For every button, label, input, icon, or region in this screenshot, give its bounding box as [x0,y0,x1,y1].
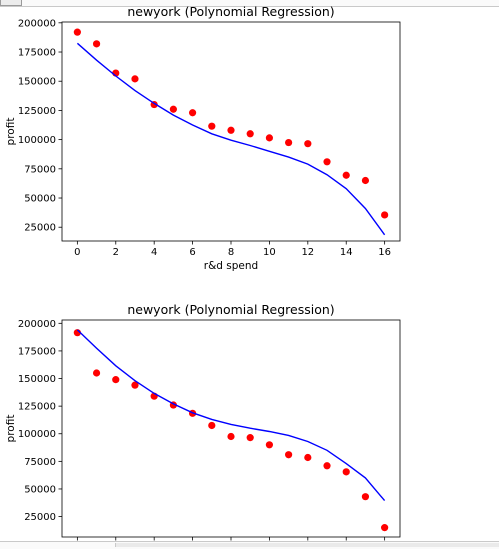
x-tick-label: 2 [113,247,119,258]
y-tick-label: 25000 [24,512,56,523]
data-point [323,158,331,166]
y-tick-label: 150000 [18,77,56,88]
data-point [323,462,331,470]
y-tick-label: 100000 [18,429,56,440]
data-point [381,211,389,219]
y-tick-label: 75000 [24,457,56,468]
y-tick-label: 125000 [18,402,56,413]
data-point [285,138,293,147]
data-point [208,122,216,130]
y-tick-label: 150000 [18,374,56,385]
data-point [131,381,139,389]
y-tick-label: 75000 [24,164,56,175]
y-tick-label: 175000 [18,48,56,59]
data-point [73,28,81,36]
data-point [304,453,312,462]
chart-title: newyork (Polynomial Regression) [127,302,334,317]
x-axis-label: r&d spend [204,260,258,272]
x-tick-label: 10 [263,247,276,258]
y-tick-label: 25000 [24,223,56,234]
data-point [131,75,139,83]
data-point [381,524,389,532]
regression-line [76,329,386,502]
bottom-scroll-handle[interactable] [115,543,499,547]
data-point [112,376,120,384]
data-point [208,421,216,430]
data-point [285,451,293,459]
y-tick-label: 200000 [18,319,56,330]
data-point [304,140,312,148]
x-tick-label: 6 [189,247,195,258]
data-point [92,40,101,48]
regression-line [76,42,386,236]
x-tick-label: 8 [228,247,234,258]
y-axis-label: profit [5,118,17,146]
data-point [361,176,370,185]
y-tick-label: 125000 [18,106,56,117]
x-tick-label: 12 [301,247,314,258]
x-tick-label: 16 [378,247,391,258]
data-point [227,126,235,134]
data-point [361,493,370,501]
bottom-scroll-bar [0,541,499,549]
data-point [265,441,274,449]
data-point [342,171,350,179]
x-tick-label: 4 [151,247,157,258]
y-tick-label: 50000 [24,194,56,205]
chart-title: newyork (Polynomial Regression) [127,4,334,19]
data-point [227,432,235,441]
plot-frame [61,319,401,538]
data-point [246,434,254,442]
chart-top: newyork (Polynomial Regression) 25000 5000… [5,4,401,272]
data-point [342,468,350,476]
data-point [92,369,101,377]
data-point [246,130,254,138]
data-point [188,109,197,117]
data-point [169,105,177,113]
x-tick-label: 14 [340,247,353,258]
y-axis-label: profit [5,415,17,443]
y-tick-label: 200000 [18,18,56,29]
y-tick-label: 175000 [18,346,56,357]
top-scroll-handle[interactable] [0,0,22,6]
top-scroll-bar [0,0,499,7]
y-tick-label: 50000 [24,484,56,495]
chart-bottom: newyork (Polynomial Regression) 25000 5000… [5,302,401,541]
x-tick-label: 0 [74,247,80,258]
data-point [265,134,274,142]
y-tick-label: 100000 [18,135,56,146]
